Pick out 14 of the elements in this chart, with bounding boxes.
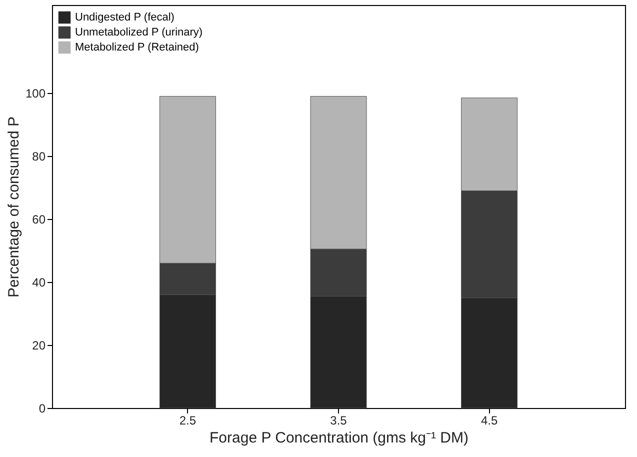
x-axis-title: Forage P Concentration (gms kg⁻¹ DM) [210,430,468,446]
y-tick-label: 0 [38,402,46,416]
y-tick-label: 100 [25,86,46,101]
y-tick-label: 40 [32,276,46,290]
y-tick-label: 80 [32,150,46,164]
x-tick-label: 3.5 [330,414,348,428]
y-tick-label: 20 [32,338,46,353]
y-tick-label: 60 [32,212,46,227]
legend-label: Metabolized P (Retained) [75,42,199,54]
x-tick-label: 2.5 [179,414,196,428]
legend-label: Unmetabolized P (urinary) [75,26,203,38]
x-tick-label: 4.5 [480,414,498,428]
legend-label: Undigested P (fecal) [75,12,174,24]
y-axis-title: Percentage of consumed P [5,116,22,298]
